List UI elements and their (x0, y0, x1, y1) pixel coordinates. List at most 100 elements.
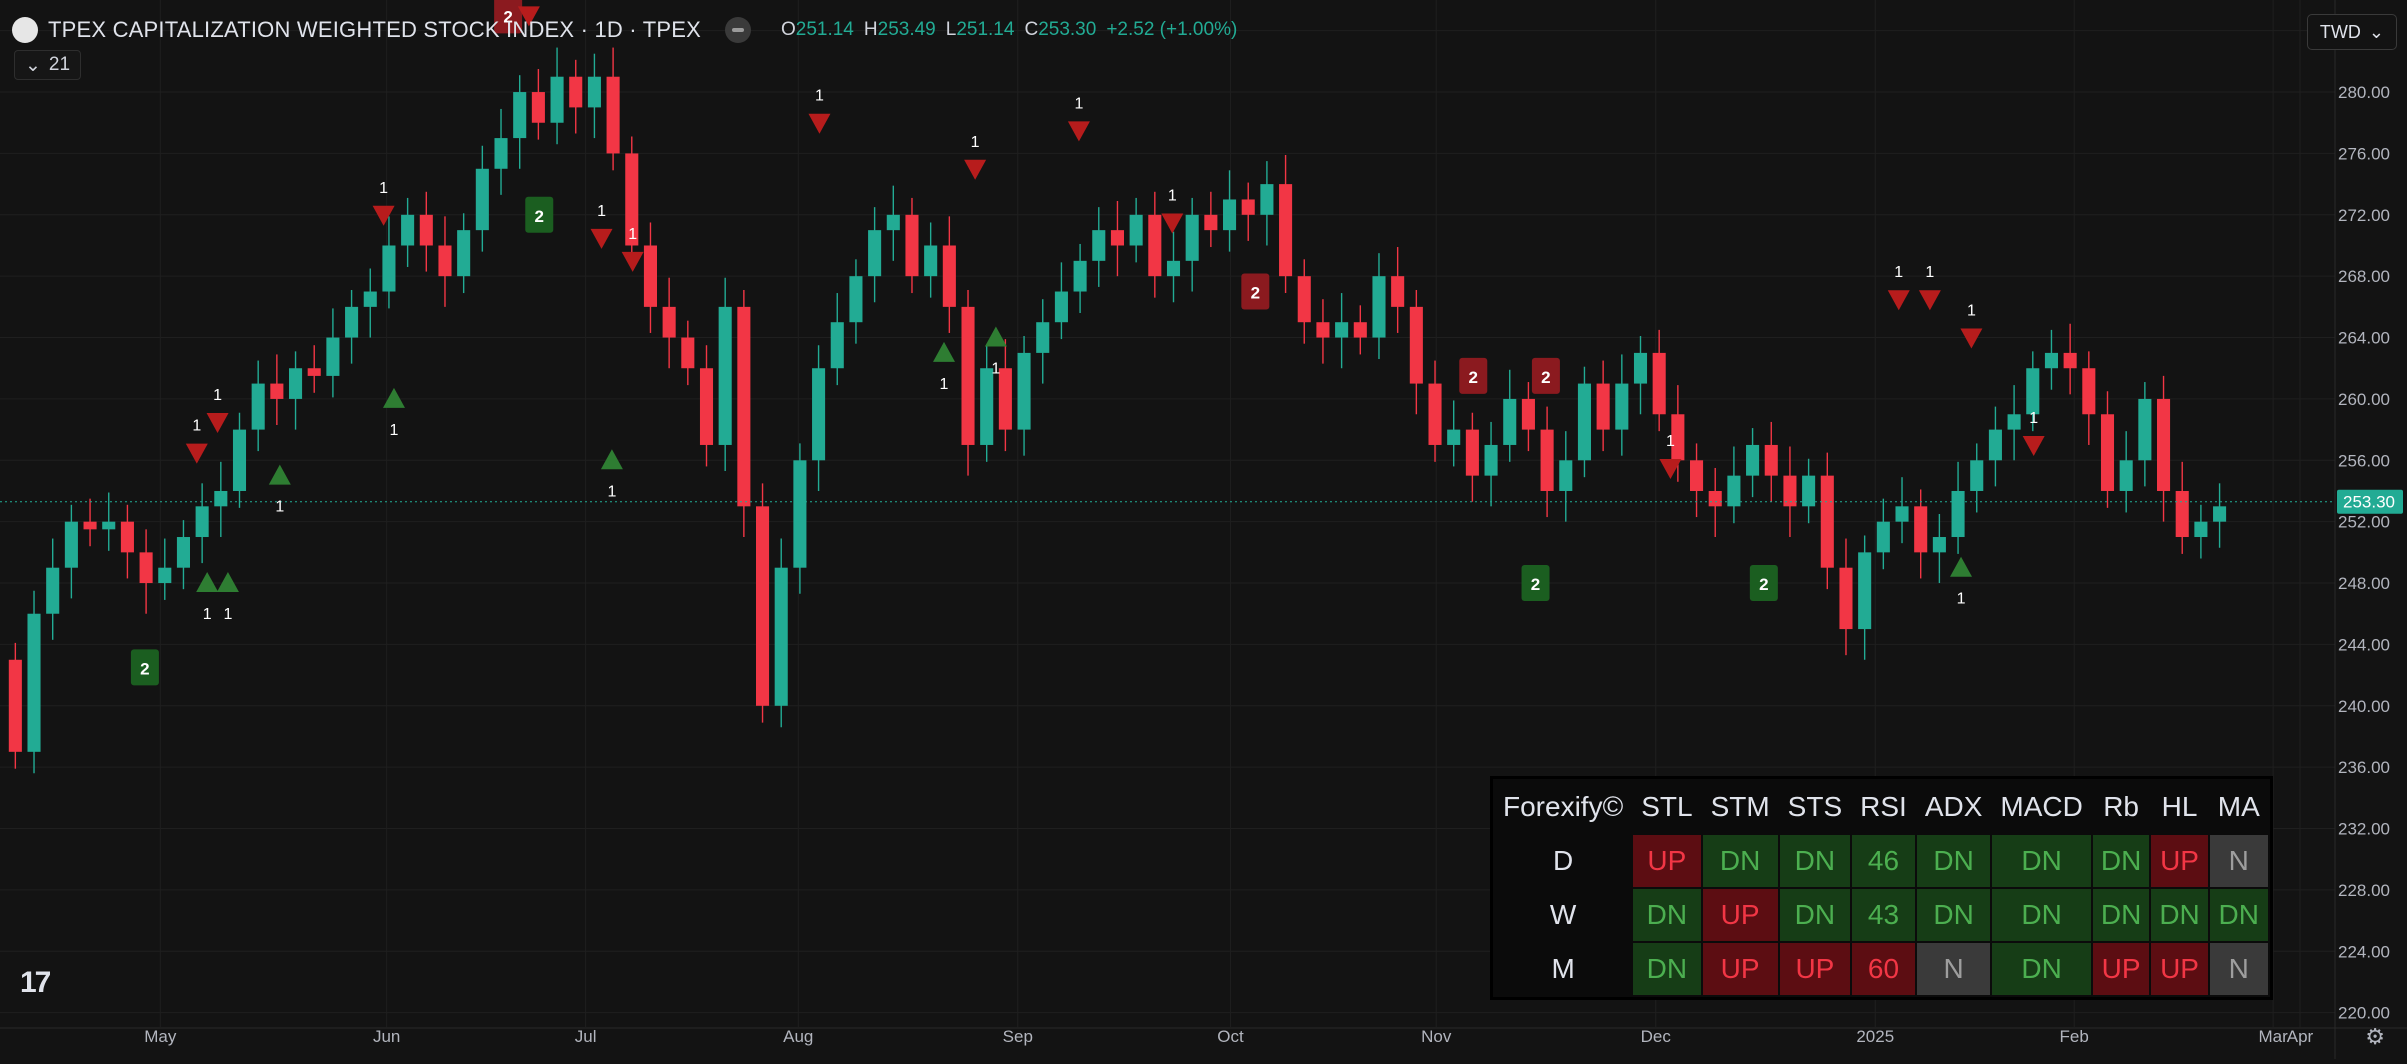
signal-cell: DN (1992, 889, 2091, 941)
triangle-down-icon (185, 443, 208, 464)
low-label: L (945, 19, 957, 40)
price-tick-label: 248.00 (2338, 574, 2390, 593)
signal-label: 1 (1666, 433, 1675, 450)
candle-body (1820, 475, 1834, 568)
row-label: W (1549, 899, 1577, 930)
time-tick-label: 2025 (1856, 1027, 1894, 1046)
triangle-up-icon (196, 572, 219, 593)
candle-body (531, 92, 545, 123)
triangle-down-icon (1960, 328, 1983, 349)
currency-selector[interactable]: TWD ⌄ (2306, 14, 2397, 50)
candle-body (1204, 214, 1218, 231)
candle-body (1073, 260, 1087, 292)
signal-badge (1241, 273, 1270, 310)
candle-body (139, 552, 153, 584)
candle-body (214, 490, 228, 507)
candle-body (1036, 322, 1050, 353)
symbol-header: TPEX CAPITALIZATION WEIGHTED STOCK INDEX… (12, 14, 1247, 46)
signal-cell: UP (2151, 943, 2208, 995)
signal-badge (1531, 357, 1560, 394)
candle-body (1577, 383, 1591, 461)
signal-cell: DN (1916, 835, 1991, 887)
candle-body (289, 368, 303, 399)
symbol-title[interactable]: TPEX CAPITALIZATION WEIGHTED STOCK INDEX… (48, 17, 701, 42)
row-label: D (1552, 845, 1574, 876)
time-tick-label: Apr (2287, 1027, 2314, 1046)
candle-body (662, 306, 676, 338)
signal-cell: DN (1633, 889, 1701, 941)
signal-label: 1 (275, 499, 284, 516)
gear-icon[interactable]: ⚙ (2365, 1024, 2385, 1049)
candle-body (64, 521, 78, 568)
price-tick-label: 264.00 (2338, 329, 2390, 348)
indicators-collapse-button[interactable]: ⌄ 21 (14, 50, 82, 80)
currency-label: TWD (2319, 21, 2361, 42)
signal-label: 1 (991, 361, 1000, 378)
signal-badge (494, 0, 523, 34)
signal-label: 1 (2029, 410, 2038, 427)
forexify-title: Forexify© (1503, 791, 1624, 822)
candle-body (1932, 537, 1946, 553)
candle-body (1746, 444, 1760, 476)
candle-body (1652, 352, 1666, 415)
signal-cell: DN (1779, 889, 1851, 941)
candle-body (606, 76, 620, 154)
candle-body (2119, 460, 2133, 491)
col-header: ADX (1924, 791, 1983, 822)
candle-body (345, 306, 359, 338)
price-tick-label: 268.00 (2338, 267, 2390, 286)
tradingview-logo-icon[interactable]: 17 (20, 966, 51, 999)
time-tick-label: Jun (373, 1027, 400, 1046)
signal-cell: DN (1916, 889, 1991, 941)
candle-body (307, 368, 321, 376)
signal-cell: DN (2151, 889, 2208, 941)
candle-body (2100, 414, 2115, 491)
candle-body (1988, 429, 2002, 461)
signal-cell: 46 (1852, 835, 1915, 887)
forexify-row: D UP DN DN 46 DN DN DN UP N (1495, 835, 2268, 887)
candle-body (2213, 506, 2227, 522)
triangle-down-icon (517, 6, 540, 27)
col-header: STS (1787, 791, 1843, 822)
signal-cell: N (1916, 943, 1991, 995)
candle-body (793, 460, 807, 568)
signal-badge (1749, 565, 1778, 602)
triangle-up-icon (216, 572, 239, 593)
candle-body (2007, 414, 2021, 430)
forexify-header-row: Forexify© STL STM STS RSI ADX MACD Rb HL… (1495, 781, 2268, 833)
signal-label: 1 (1967, 303, 1976, 320)
candle-body (1428, 383, 1442, 445)
candle-body (120, 521, 134, 553)
candle-body (27, 613, 41, 752)
hide-indicator-icon[interactable] (724, 17, 751, 43)
candle-body (625, 153, 639, 246)
price-tick-label: 276.00 (2338, 144, 2390, 163)
candle-body (718, 306, 732, 445)
signal-label: 1 (1074, 95, 1083, 112)
signal-cell: UP (1633, 835, 1701, 887)
signal-label: 1 (1894, 264, 1903, 281)
signal-label: 2 (535, 207, 544, 226)
close-value: 253.30 (1038, 19, 1097, 40)
signal-cell: DN (2092, 835, 2150, 887)
signal-label: 2 (140, 659, 149, 678)
candle-body (1914, 506, 1928, 553)
candle-body (232, 429, 247, 491)
triangle-down-icon (808, 113, 831, 134)
time-tick-label: Dec (1641, 1027, 1672, 1046)
candle-body (886, 214, 900, 231)
candle-body (1839, 567, 1853, 630)
col-header: RSI (1860, 791, 1907, 822)
low-value: 251.14 (956, 19, 1015, 40)
signal-cell: N (2209, 943, 2268, 995)
candle-body (942, 245, 956, 307)
signal-cell: UP (2092, 943, 2150, 995)
signal-label: 1 (1925, 264, 1934, 281)
price-tick-label: 220.00 (2338, 1004, 2390, 1023)
close-label: C (1024, 19, 1039, 40)
price-tick-label: 260.00 (2338, 390, 2390, 409)
triangle-down-icon (206, 412, 229, 433)
candle-body (1708, 490, 1722, 507)
